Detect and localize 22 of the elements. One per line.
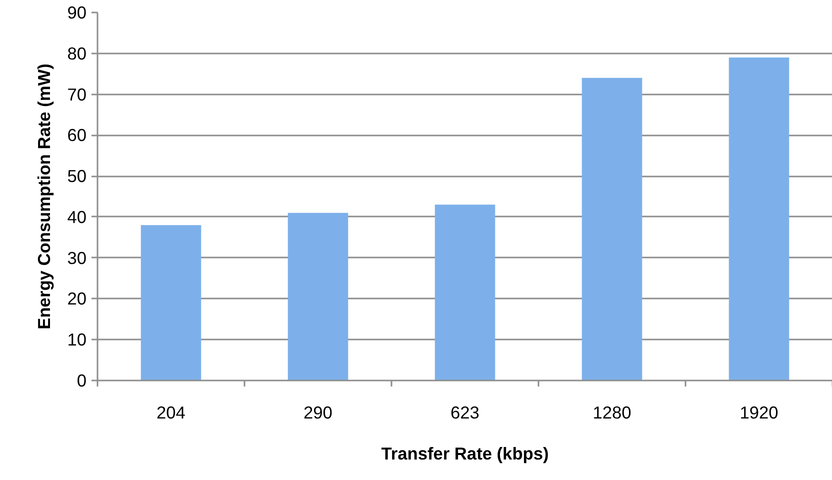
y-axis-title: Energy Consumption Rate (mW) [34,64,54,330]
bar [728,57,790,380]
x-tick-label: 1280 [592,402,632,422]
y-tick-label: 40 [67,206,87,227]
x-tick-label: 1920 [740,402,778,422]
bar [434,204,496,380]
x-tick-label: 290 [304,402,332,422]
y-tick-label: 0 [76,370,87,390]
x-tick-label: 623 [450,402,480,422]
bar [582,78,642,380]
x-tick-label: 204 [156,402,186,422]
y-tick-label: 90 [67,2,87,22]
bar [288,212,348,380]
y-tick-label: 60 [67,125,87,146]
y-tick-label: 20 [67,288,87,309]
y-tick-label: 70 [67,84,87,104]
y-tick-label: 50 [67,166,87,186]
x-axis-title: Transfer Rate (kbps) [381,444,549,464]
y-tick-label: 80 [67,43,87,64]
y-tick-label: 30 [67,248,87,268]
y-tick-label: 10 [67,330,87,350]
bar [140,225,202,380]
